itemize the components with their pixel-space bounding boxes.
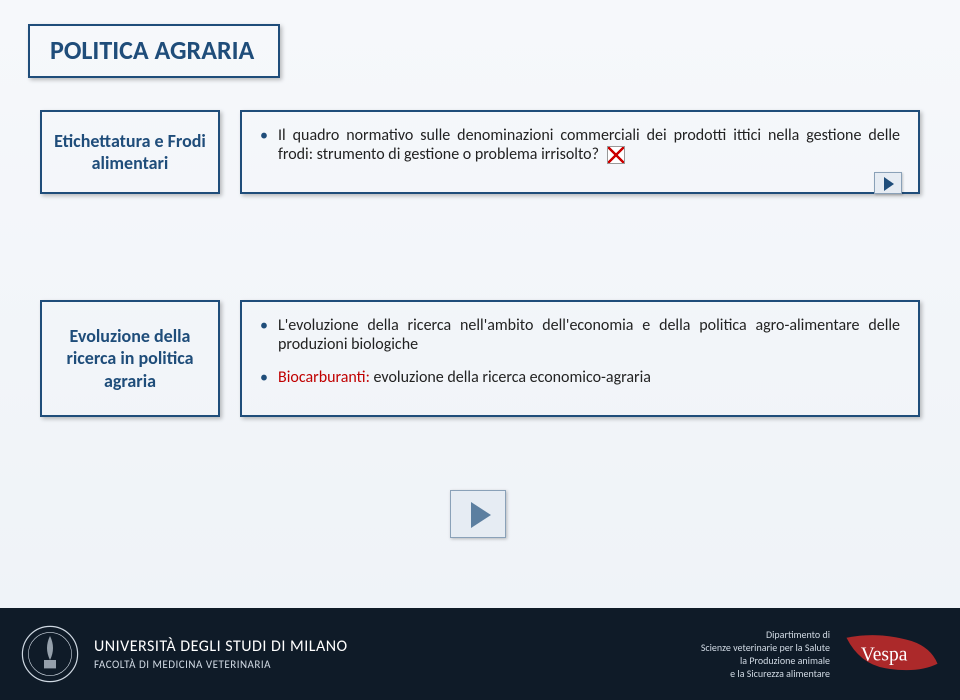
biocarburanti-highlight: Biocarburanti:: [278, 368, 370, 387]
slide: POLITICA AGRARIA Etichettatura e Frodi a…: [0, 0, 960, 700]
university-name: UNIVERSITÀ DEGLI STUDI DI MILANO: [94, 637, 348, 656]
side-box-etichettatura: Etichettatura e Frodi alimentari: [40, 110, 220, 194]
footer-bar: UNIVERSITÀ DEGLI STUDI DI MILANO FACOLTÀ…: [0, 608, 960, 700]
faculty-name: FACOLTÀ DI MEDICINA VETERINARIA: [94, 658, 348, 671]
dept-line-4: e la Sicurezza alimentare: [701, 667, 830, 680]
side-box-evoluzione: Evoluzione della ricerca in politica agr…: [40, 300, 220, 417]
bullet-quadro-normativo: Il quadro normativo sulle denominazioni …: [260, 126, 900, 164]
dept-line-3: la Produzione animale: [701, 654, 830, 667]
biocarburanti-rest: evoluzione della ricerca economico-agrar…: [370, 368, 651, 387]
dept-line-2: Scienze veterinarie per la Salute: [701, 641, 830, 654]
missing-image-icon: [607, 146, 625, 164]
play-icon-small[interactable]: [874, 172, 902, 194]
bullet-evoluzione-ricerca: L'evoluzione della ricerca nell'ambito d…: [260, 316, 900, 354]
row-etichettatura: Etichettatura e Frodi alimentari Il quad…: [40, 110, 920, 194]
vespa-logo-text: Vespa: [861, 645, 908, 666]
bullet1-text: Il quadro normativo sulle denominazioni …: [278, 126, 900, 164]
content-box-etichettatura: Il quadro normativo sulle denominazioni …: [240, 110, 920, 194]
side-text-evoluzione: Evoluzione della ricerca in politica agr…: [50, 325, 210, 393]
content-box-evoluzione: L'evoluzione della ricerca nell'ambito d…: [240, 300, 920, 417]
university-text-block: UNIVERSITÀ DEGLI STUDI DI MILANO FACOLTÀ…: [94, 637, 348, 671]
university-seal-icon: [20, 624, 80, 684]
department-block: Dipartimento di Scienze veterinarie per …: [701, 628, 840, 680]
slide-title-box: POLITICA AGRARIA: [28, 24, 280, 78]
bullet-biocarburanti: Biocarburanti: evoluzione della ricerca …: [260, 368, 900, 387]
vespa-logo: Vespa: [840, 622, 960, 686]
slide-title: POLITICA AGRARIA: [50, 34, 254, 66]
dept-line-1: Dipartimento di: [701, 628, 830, 641]
row-evoluzione: Evoluzione della ricerca in politica agr…: [40, 300, 920, 417]
play-icon-large[interactable]: [450, 490, 506, 538]
side-text-etichettatura: Etichettatura e Frodi alimentari: [50, 130, 210, 175]
